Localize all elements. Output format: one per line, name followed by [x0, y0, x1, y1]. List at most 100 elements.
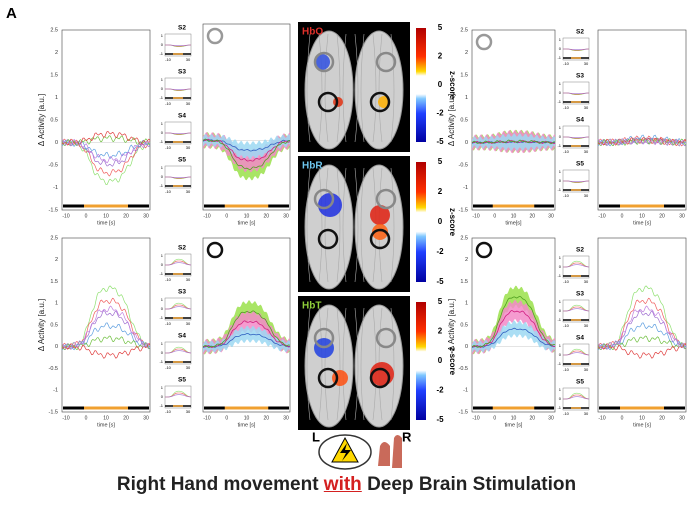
subplot-curve [563, 92, 589, 94]
hand-icon [392, 435, 402, 468]
subplot-x-tick: -10 [563, 193, 570, 198]
x-tick-label: 10 [511, 213, 517, 219]
x-tick-label: -10 [472, 415, 479, 421]
colorbar [416, 28, 426, 142]
x-tick-label: 10 [103, 213, 109, 219]
error-band [203, 133, 290, 160]
subplot-label: S4 [576, 117, 584, 124]
x-tick-label: 0 [493, 213, 496, 219]
response-curve [61, 138, 151, 177]
gyrus [324, 33, 329, 143]
caption-text: Right Hand movement [116, 474, 324, 495]
roi-marker [369, 228, 391, 250]
response-curve [61, 138, 151, 164]
subplot-label: S2 [576, 29, 584, 36]
gyrus [378, 33, 383, 143]
panel-label: A [6, 5, 17, 22]
y-axis-label: Δ Activity [a.u.] [447, 299, 456, 351]
y-axis-label: Δ Activity [a.u.] [447, 94, 456, 146]
x-tick-label: 20 [529, 415, 535, 421]
y-tick-label: 0.5 [50, 322, 58, 328]
x-tick-label: 30 [283, 213, 289, 219]
subplot-x-tick: 30 [186, 145, 191, 150]
response-curve [597, 285, 687, 350]
x-tick-label: 10 [511, 415, 517, 421]
y-tick-label: -0.5 [49, 366, 58, 372]
colorbar-tick: 5 [438, 157, 443, 166]
subplot-y-tick: 0 [559, 396, 562, 401]
error-band [203, 325, 290, 353]
subplot-y-tick: -1 [159, 51, 163, 56]
x-tick-label: 20 [529, 213, 535, 219]
gyrus [336, 307, 341, 421]
x-tick-label: 10 [639, 213, 645, 219]
mean-curve [202, 138, 291, 162]
plot-frame [597, 29, 687, 211]
subplot-y-tick: 1 [161, 385, 164, 390]
y-tick-label: -1.5 [49, 409, 58, 415]
y-tick-label: 2 [55, 50, 58, 56]
colorbar-tick: 0 [438, 356, 443, 365]
subplot-x-tick: 30 [186, 321, 191, 326]
x-tick-label: 20 [123, 213, 129, 219]
subplot-label: S3 [178, 69, 186, 76]
y-tick-label: -0.5 [49, 162, 58, 168]
subplot-label: S4 [178, 333, 186, 340]
colorbar-tick: 0 [438, 80, 443, 89]
colorbar-tick: -5 [436, 137, 444, 146]
y-tick-label: 2 [55, 257, 58, 263]
subplot-y-tick: 1 [559, 299, 562, 304]
gyrus [336, 33, 341, 143]
subplot-x-tick: -10 [165, 57, 172, 62]
subplot-y-tick: -1 [557, 273, 561, 278]
subplot-y-tick: 0 [161, 174, 164, 179]
x-tick-label: -10 [62, 415, 69, 421]
gyrus [342, 307, 347, 421]
gyrus [354, 307, 359, 421]
subplot-x-tick: 30 [584, 193, 589, 198]
y-tick-label: 2.5 [460, 235, 468, 241]
colorbar-tick: -2 [436, 247, 444, 256]
subplot-y-tick: 1 [559, 81, 562, 86]
plot-frame [61, 237, 151, 413]
gyrus [342, 33, 347, 143]
x-axis-label: time [s] [633, 422, 651, 428]
mean-curve [471, 139, 556, 145]
y-tick-label: 1 [55, 301, 58, 307]
x-tick-label: 20 [263, 415, 269, 421]
y-axis-label: Δ Activity [a.u.] [37, 299, 46, 351]
plot-frame [471, 29, 556, 211]
subplot-x-tick: -10 [165, 145, 172, 150]
subplot-y-tick: -1 [557, 361, 561, 366]
y-tick-label: -0.5 [459, 366, 468, 372]
subplot-x-tick: -10 [165, 277, 172, 282]
x-tick-label: -10 [598, 213, 605, 219]
subplot-label: S5 [576, 379, 584, 386]
subplot-y-tick: 1 [161, 77, 164, 82]
colorbar [416, 162, 426, 282]
response-curve [61, 135, 151, 146]
activation [314, 54, 330, 70]
subplot-x-tick: -10 [165, 365, 172, 370]
subplot-y-tick: -1 [159, 271, 163, 276]
y-tick-label: 2 [465, 257, 468, 263]
colorbar-tick: -2 [436, 386, 444, 395]
subplot-y-tick: -1 [159, 359, 163, 364]
x-tick-label: 30 [679, 213, 685, 219]
subplot-curve [165, 394, 191, 398]
subplot-y-tick: 1 [559, 37, 562, 42]
response-curve [61, 131, 151, 146]
subplot-y-tick: 1 [559, 125, 562, 130]
subplot-curve [563, 264, 589, 268]
roi-marker [475, 241, 493, 259]
roi-marker [369, 91, 391, 113]
mean-curve [202, 310, 291, 348]
subplot-x-tick: 30 [584, 323, 589, 328]
subplot-x-tick: 30 [186, 409, 191, 414]
activation [370, 205, 390, 225]
x-tick-label: 10 [244, 415, 250, 421]
response-curve [61, 343, 151, 359]
subplot-y-tick: -1 [557, 187, 561, 192]
y-tick-label: -1 [463, 185, 468, 191]
